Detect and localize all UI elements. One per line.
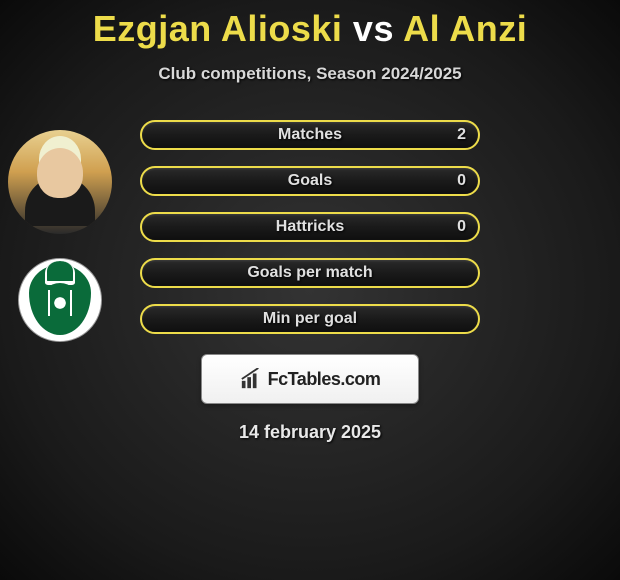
source-logo-box[interactable]: FcTables.com [201, 354, 419, 404]
stat-row-matches: Matches 2 [140, 120, 480, 150]
player1-name: Ezgjan Alioski [93, 8, 343, 49]
club-crest-icon [29, 265, 91, 335]
comparison-title: Ezgjan Alioski vs Al Anzi [0, 0, 620, 50]
vs-text: vs [353, 8, 394, 49]
stat-label: Goals [288, 172, 332, 190]
stat-bar: Goals 0 [140, 166, 480, 196]
stat-bar: Goals per match [140, 258, 480, 288]
logo-text: FcTables.com [268, 369, 381, 390]
stat-row-min-per-goal: Min per goal [140, 304, 480, 334]
stat-label: Goals per match [247, 264, 372, 282]
stat-value-left: 2 [457, 126, 466, 144]
stat-row-goals: Goals 0 [140, 166, 480, 196]
stat-value-left: 0 [457, 218, 466, 236]
stats-bars: Matches 2 Goals 0 Hattricks 0 Goals per … [140, 120, 480, 334]
stat-value-left: 0 [457, 172, 466, 190]
stat-label: Min per goal [263, 310, 357, 328]
player2-avatar [18, 258, 102, 342]
player2-name: Al Anzi [403, 8, 527, 49]
stat-label: Hattricks [276, 218, 344, 236]
season-subtitle: Club competitions, Season 2024/2025 [0, 64, 620, 84]
content-area: Matches 2 Goals 0 Hattricks 0 Goals per … [0, 120, 620, 443]
stat-label: Matches [278, 126, 342, 144]
stat-bar: Min per goal [140, 304, 480, 334]
date-text: 14 february 2025 [0, 422, 620, 443]
stat-row-goals-per-match: Goals per match [140, 258, 480, 288]
stat-bar: Hattricks 0 [140, 212, 480, 242]
player1-avatar [8, 130, 112, 234]
stat-bar: Matches 2 [140, 120, 480, 150]
stat-row-hattricks: Hattricks 0 [140, 212, 480, 242]
chart-icon [240, 368, 262, 390]
